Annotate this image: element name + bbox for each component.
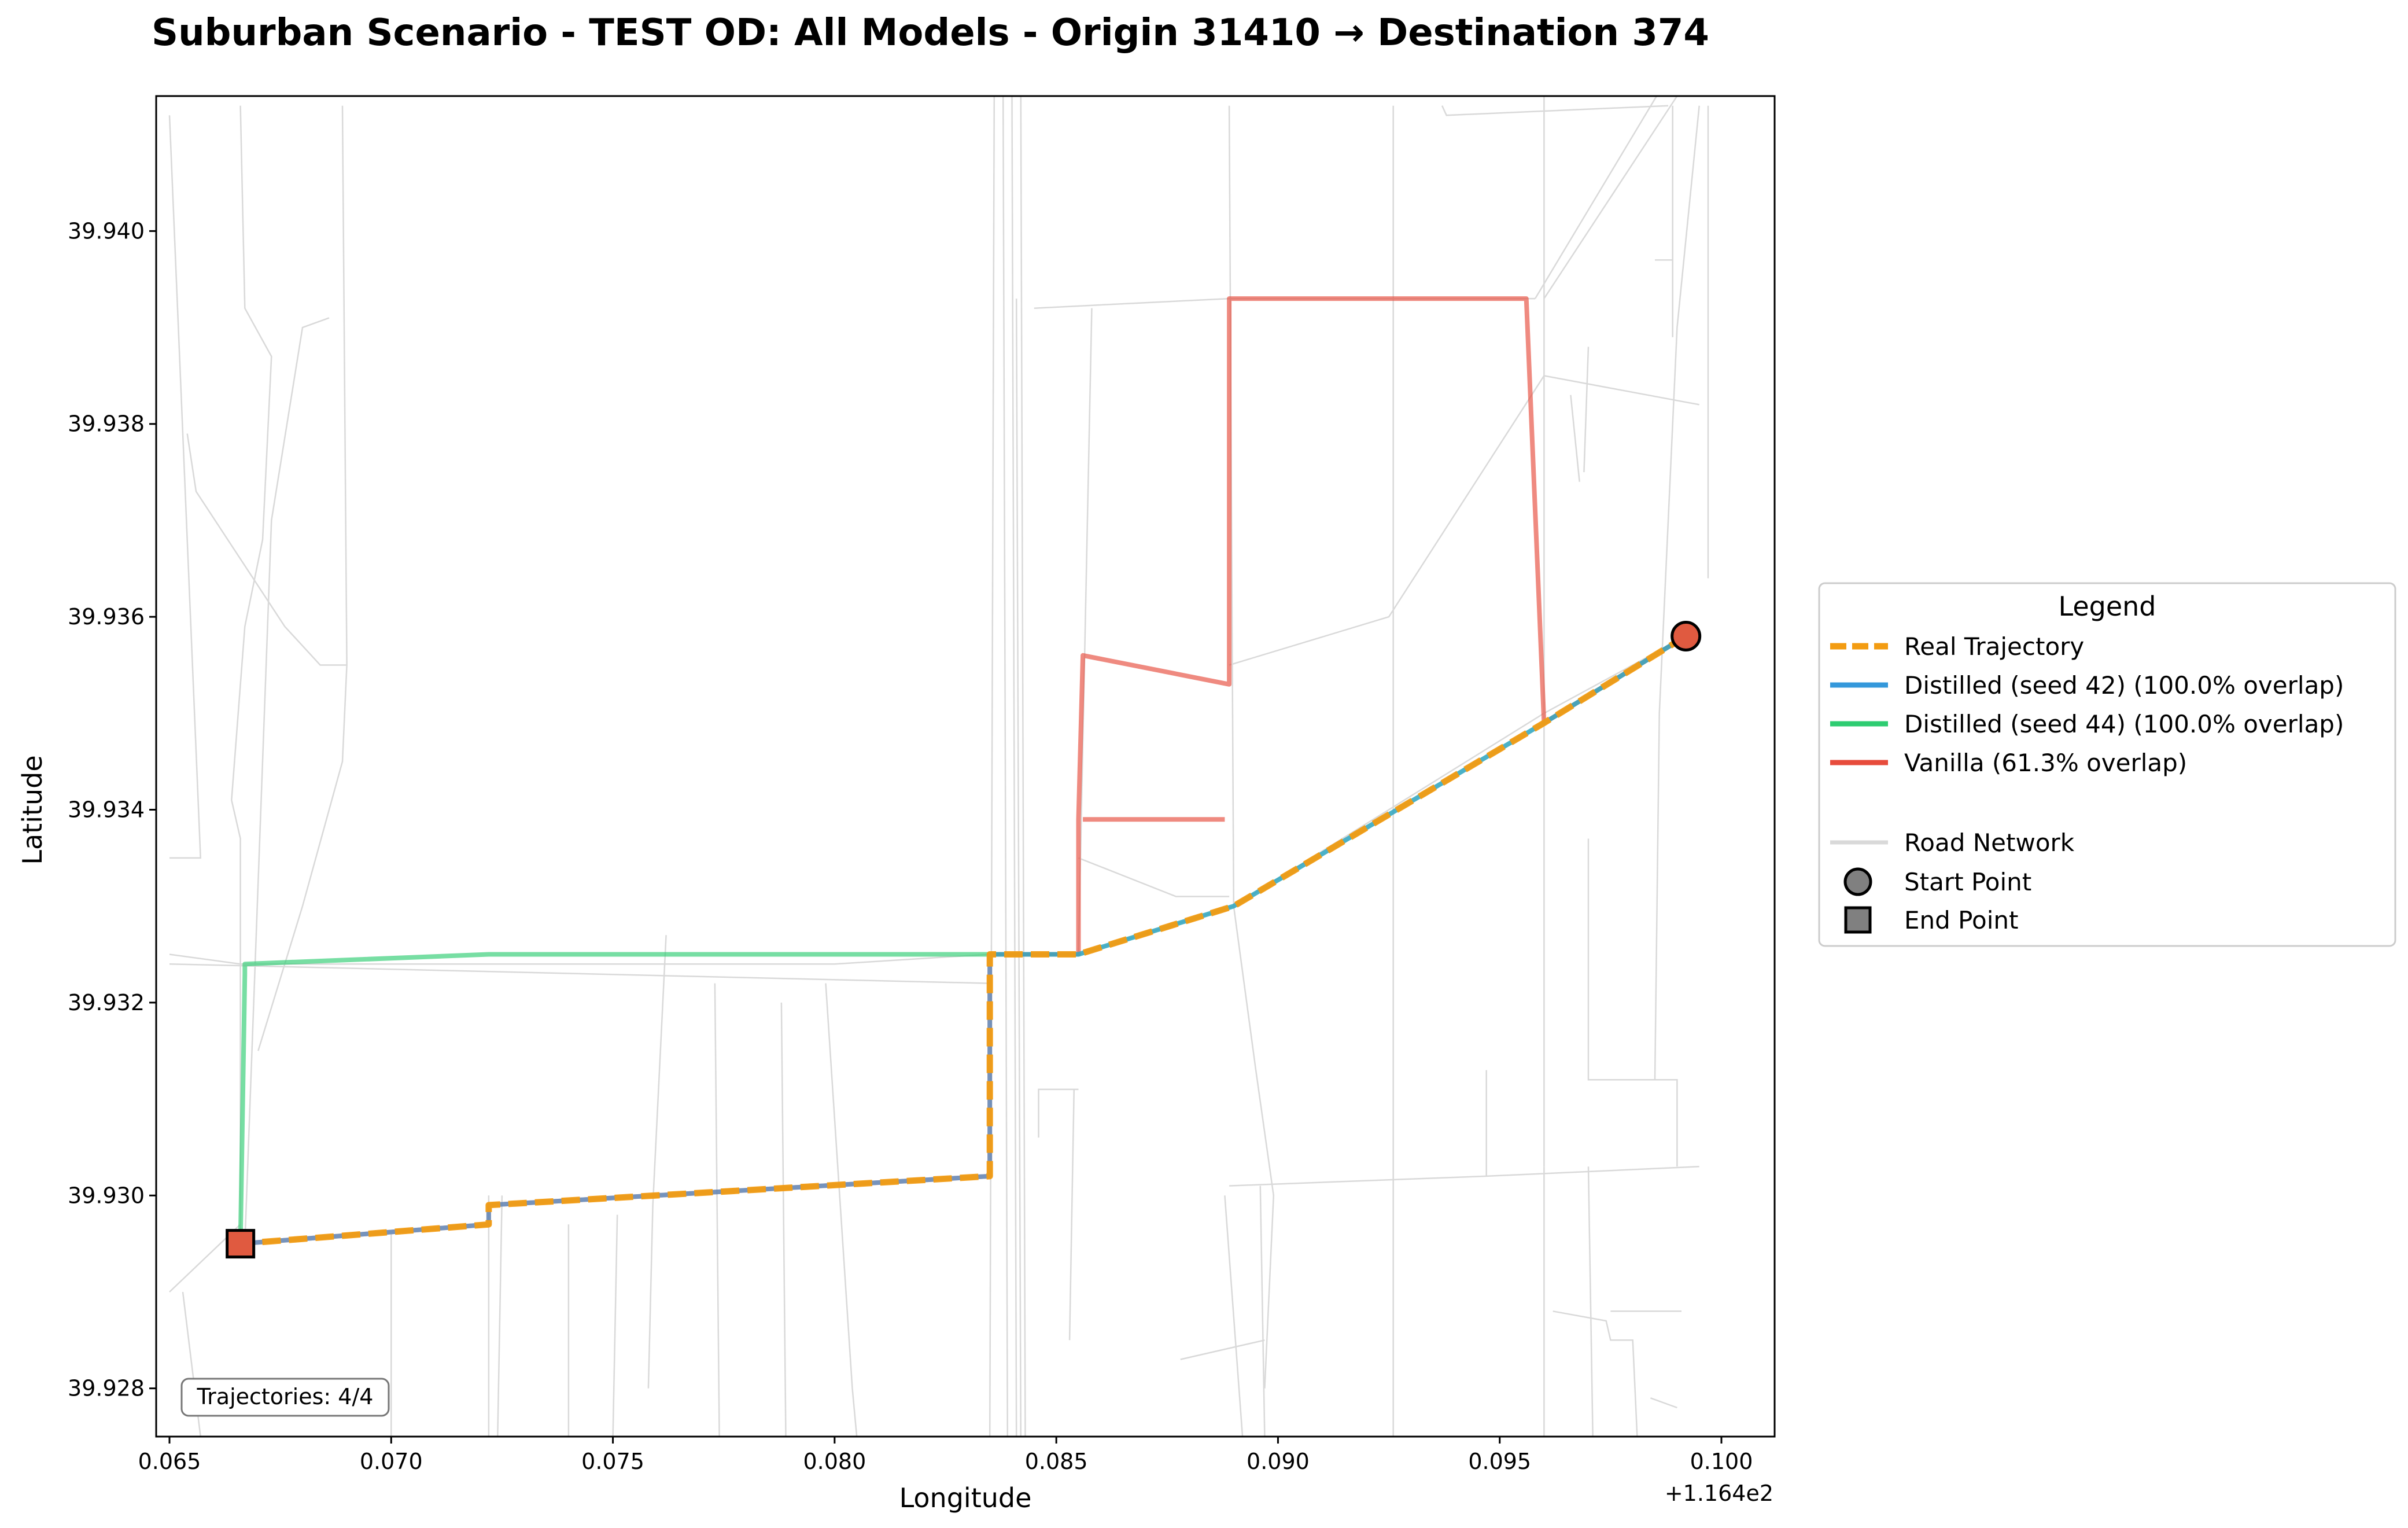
legend-label-road: Road Network (1904, 829, 2075, 857)
legend-title: Legend (2059, 591, 2156, 622)
road-segment-38 (1654, 105, 1700, 1080)
road-segment-4 (257, 105, 348, 1051)
legend-swatch-end (1844, 906, 1872, 934)
x-axis-offset-label: +1.164e2 (1665, 1481, 1773, 1506)
x-axis-ticks: 0.065 0.070 0.075 0.080 0.085 0.090 0.095 0.100 (138, 1437, 1753, 1474)
road-segment-30 (1224, 1195, 1244, 1437)
road-segment-23 (1015, 299, 1022, 1437)
road-segment-3 (186, 433, 347, 666)
start-point-marker (1671, 620, 1702, 651)
x-tick-label-6: 0.095 (1468, 1449, 1531, 1474)
legend-label-end: End Point (1904, 906, 2018, 934)
x-tick-label-7: 0.100 (1690, 1449, 1753, 1474)
od-markers (226, 620, 1702, 1259)
road-segment-41 (1543, 96, 1678, 299)
end-point-marker (226, 1229, 256, 1259)
x-axis-label: Longitude (899, 1482, 1032, 1514)
y-tick-label-5: 39.938 (68, 411, 145, 437)
road-segment-20 (1002, 96, 1009, 1437)
road-segment-48 (1553, 1310, 1638, 1437)
legend-label-start: Start Point (1904, 868, 2031, 896)
y-tick-label-6: 39.940 (68, 218, 145, 244)
y-tick-label-3: 39.934 (68, 797, 145, 823)
road-segment-6 (169, 963, 990, 984)
road-segment-21 (1011, 96, 1017, 1437)
legend-swatch-start (1843, 867, 1872, 896)
road-segment-14 (612, 1214, 618, 1437)
road-segment-12 (825, 983, 858, 1437)
road-segment-0 (168, 115, 202, 859)
x-tick-label-5: 0.090 (1247, 1449, 1310, 1474)
y-tick-label-2: 39.932 (68, 990, 145, 1015)
legend-label-vanilla: Vanilla (61.3% overlap) (1904, 749, 2187, 777)
trajectories-annotation: Trajectories: 4/4 (180, 1378, 390, 1417)
road-segment-36 (1441, 105, 1669, 116)
road-segment-51 (1570, 395, 1580, 482)
plot-frame (155, 95, 1776, 1438)
road-network (168, 96, 1709, 1437)
y-tick-label-4: 39.936 (68, 604, 145, 629)
road-segment-1 (231, 105, 272, 1244)
road-segment-33 (1180, 1339, 1265, 1360)
y-axis-label: Latitude (17, 755, 48, 864)
chart-title: Suburban Scenario - TEST OD: All Models … (152, 12, 1709, 54)
road-segment-42 (1534, 96, 1658, 299)
x-tick-label-2: 0.075 (581, 1449, 644, 1474)
x-tick-label-4: 0.085 (1025, 1449, 1088, 1474)
road-segment-34 (1078, 857, 1230, 897)
road-segment-27 (1068, 1089, 1075, 1341)
road-segment-10 (714, 983, 720, 1437)
annotation-text: Trajectories: 4/4 (197, 1384, 374, 1409)
legend: Legend Real Trajectory Distilled (seed 4… (1818, 582, 2396, 947)
annotation-box (180, 1378, 390, 1417)
legend-label-distilled-44: Distilled (seed 44) (100.0% overlap) (1904, 710, 2344, 738)
legend-box (1818, 582, 2396, 947)
road-segment-45 (1587, 1166, 1594, 1437)
x-tick-label-3: 0.080 (803, 1449, 866, 1474)
road-segment-43 (1229, 375, 1699, 666)
y-tick-label-1: 39.930 (68, 1183, 145, 1208)
series-line-real-trajectory (240, 633, 1688, 1247)
road-segment-8 (497, 1195, 503, 1437)
road-segment-19 (989, 96, 995, 1437)
trajectory-series (238, 296, 1688, 1247)
road-segment-44 (1587, 838, 1678, 1167)
road-segment-22 (1020, 96, 1026, 1437)
y-axis-ticks: 39.928 39.930 39.932 39.934 39.936 39.938 39.9… (68, 218, 156, 1401)
road-segment-11 (780, 1002, 787, 1437)
y-tick-label-0: 39.928 (68, 1376, 145, 1401)
road-segment-26 (1038, 1088, 1079, 1138)
road-segment-9 (647, 935, 667, 1389)
x-tick-label-0: 0.065 (138, 1449, 201, 1474)
legend-label-distilled-42: Distilled (seed 42) (100.0% overlap) (1904, 671, 2344, 699)
road-segment-52 (1583, 347, 1590, 473)
road-segment-29 (1233, 906, 1275, 1389)
x-tick-label-1: 0.070 (360, 1449, 423, 1474)
legend-label-real: Real Trajectory (1904, 632, 2084, 661)
road-segment-2 (244, 317, 330, 1244)
road-segment-31 (1259, 1185, 1266, 1437)
road-segment-50 (1650, 1397, 1677, 1409)
